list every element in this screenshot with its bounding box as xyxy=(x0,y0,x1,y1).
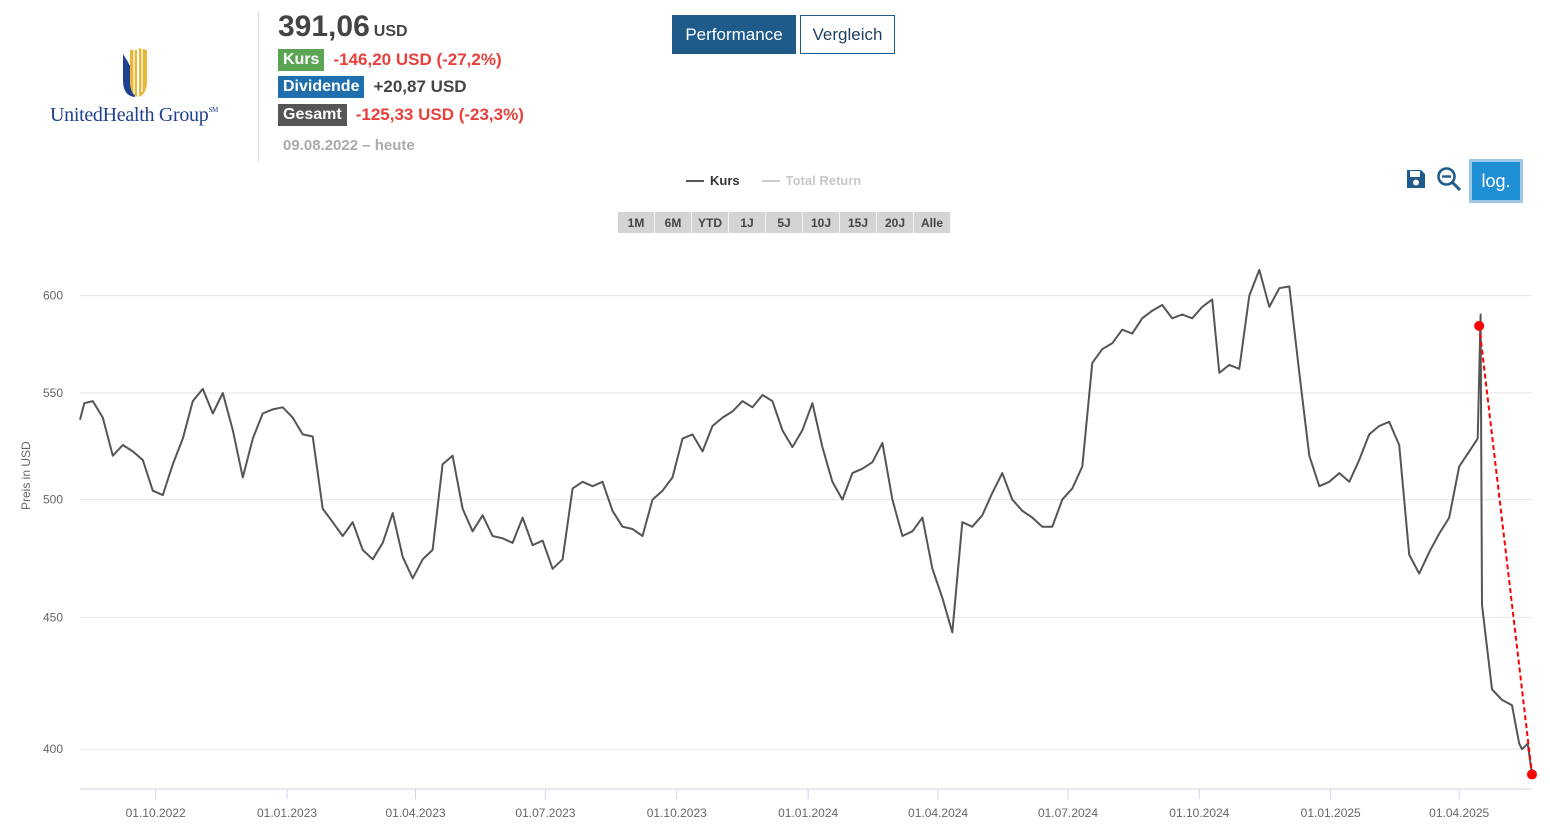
x-tick-label-7: 01.07.2024 xyxy=(1038,806,1098,820)
x-tick-label-8: 01.10.2024 xyxy=(1169,806,1229,820)
range-20j[interactable]: 20J xyxy=(877,212,914,233)
stat-gesamt-label: Gesamt xyxy=(278,104,347,126)
unitedhealth-logo-icon xyxy=(123,45,147,97)
legend-label-kurs: Kurs xyxy=(710,173,740,188)
y-tick-label-550: 550 xyxy=(43,386,63,400)
range-ytd[interactable]: YTD xyxy=(692,212,729,233)
legend-swatch-kurs xyxy=(686,179,704,182)
x-tick-label-2: 01.04.2023 xyxy=(385,806,445,820)
range-alle[interactable]: Alle xyxy=(914,212,951,233)
save-button[interactable] xyxy=(1403,166,1429,192)
stat-gesamt: Gesamt -125,33 USD (-23,3%) xyxy=(278,103,524,127)
x-tick-label-6: 01.04.2024 xyxy=(908,806,968,820)
x-tick-label-4: 01.10.2023 xyxy=(647,806,707,820)
stat-dividende-label: Dividende xyxy=(278,76,365,98)
chart-legend: Kurs Total Return xyxy=(686,173,883,188)
stat-kurs: Kurs -146,20 USD (-27,2%) xyxy=(278,48,502,72)
range-6m[interactable]: 6M xyxy=(655,212,692,233)
current-price: 391,06 xyxy=(278,10,370,43)
x-tick-label-3: 01.07.2023 xyxy=(515,806,575,820)
x-tick-label-5: 01.01.2024 xyxy=(778,806,838,820)
legend-label-total-return: Total Return xyxy=(785,173,862,188)
marker-connector-line xyxy=(1478,325,1533,775)
log-scale-button[interactable]: log. xyxy=(1469,159,1523,203)
price-chart: 400 450 500 550 600 01.10.2022 01.01.2023 01.04… xyxy=(43,268,1537,820)
zoom-out-button[interactable] xyxy=(1436,166,1462,192)
range-1m[interactable]: 1M xyxy=(618,212,655,233)
stat-kurs-value: -146,20 USD (-27,2%) xyxy=(333,50,502,69)
marker-point-0 xyxy=(1474,320,1485,331)
marker-point-1 xyxy=(1527,769,1537,780)
zoom-out-icon xyxy=(1437,167,1462,192)
stat-dividende: Dividende +20,87 USD xyxy=(278,75,467,99)
x-tick-label-9: 01.01.2025 xyxy=(1301,806,1361,820)
range-1j[interactable]: 1J xyxy=(729,212,766,233)
y-tick-label-600: 600 xyxy=(43,289,63,303)
range-5j[interactable]: 5J xyxy=(766,212,803,233)
range-selector: 1M 6M YTD 1J 5J 10J 15J 20J Alle xyxy=(618,212,951,233)
price-currency: USD xyxy=(373,23,408,40)
x-tick-label-10: 01.04.2025 xyxy=(1429,806,1489,820)
legend-item-kurs[interactable]: Kurs xyxy=(686,173,740,188)
y-tick-label-450: 450 xyxy=(43,610,63,624)
period-range: 09.08.2022 – heute xyxy=(283,137,415,154)
y-tick-label-500: 500 xyxy=(43,493,63,507)
x-tick-label-1: 01.01.2023 xyxy=(257,806,317,820)
legend-swatch-total-return xyxy=(761,179,780,182)
price-display: 391,06 USD xyxy=(278,10,408,44)
y-tick-label-400: 400 xyxy=(43,742,63,756)
stat-gesamt-value: -125,33 USD (-23,3%) xyxy=(355,105,524,124)
range-10j[interactable]: 10J xyxy=(803,212,840,233)
stat-dividende-value: +20,87 USD xyxy=(373,77,467,96)
company-logo: UnitedHealth GroupSM xyxy=(40,40,240,140)
save-icon xyxy=(1407,170,1425,188)
stat-kurs-label: Kurs xyxy=(278,49,325,71)
performance-button[interactable]: Performance xyxy=(672,15,796,54)
compare-button[interactable]: Vergleich xyxy=(800,15,895,54)
x-tick-label-0: 01.10.2022 xyxy=(126,806,186,820)
company-name: UnitedHealth GroupSM xyxy=(50,104,218,126)
header-divider xyxy=(258,12,259,162)
series-line-0 xyxy=(79,268,1533,775)
range-15j[interactable]: 15J xyxy=(840,212,877,233)
legend-item-total-return[interactable]: Total Return xyxy=(761,173,862,188)
